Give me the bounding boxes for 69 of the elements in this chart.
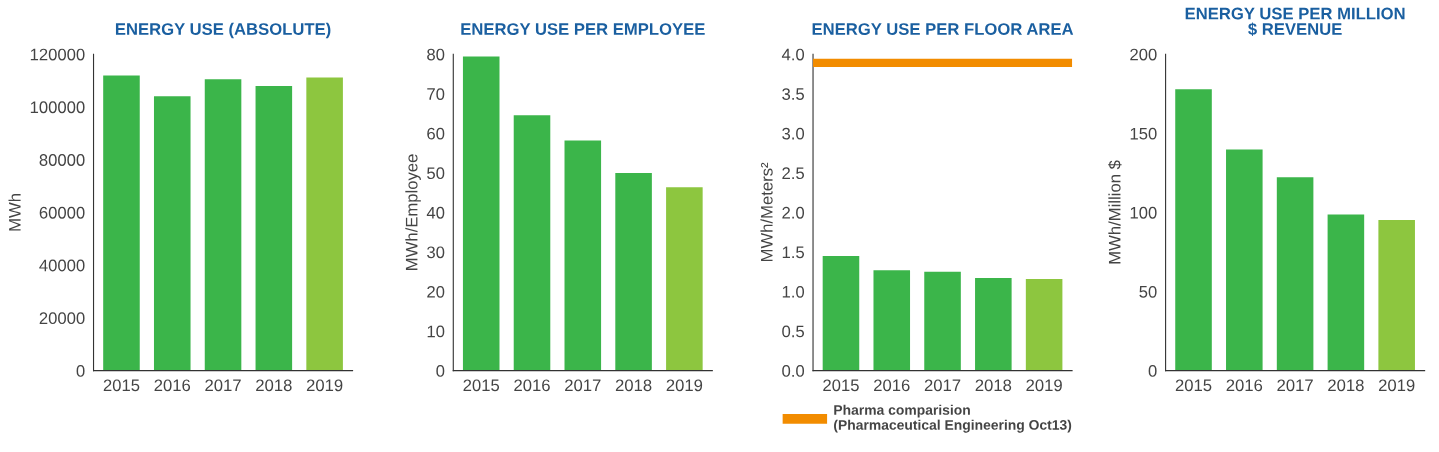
y-tick-label: 0 <box>436 365 445 377</box>
bar <box>513 115 551 371</box>
y-tick-label: 0.0 <box>782 365 805 377</box>
bar <box>1276 177 1314 371</box>
y-tick-label: 80 <box>427 48 445 61</box>
y-tick-label: 0.5 <box>782 325 805 338</box>
x-tick-label: 2017 <box>1277 379 1313 392</box>
bar <box>666 187 703 371</box>
y-tick-label: 40000 <box>39 259 85 272</box>
y-tick-label: 120000 <box>30 48 85 61</box>
y-axis-title: MWh <box>8 194 21 231</box>
y-tick-label: 3.0 <box>782 127 805 140</box>
chart-title: ENERGY USE PER FLOOR AREA <box>812 23 1074 35</box>
legend-label: Pharma comparision (Pharmaceutical Engineering Oct13) <box>834 404 1072 433</box>
chart-title: ENERGY USE (ABSOLUTE) <box>115 22 331 39</box>
bar <box>1175 89 1212 371</box>
bar <box>615 172 652 371</box>
y-tick-label: 100 <box>1130 206 1157 219</box>
bar <box>1226 149 1263 371</box>
y-tick-label: 40 <box>426 206 445 219</box>
x-tick-label: 2018 <box>975 379 1012 392</box>
x-tick-label: 2015 <box>463 379 500 392</box>
x-tick-label: 2016 <box>514 379 550 392</box>
y-tick-label: 2.0 <box>782 206 805 219</box>
y-tick-label: 70 <box>427 88 445 100</box>
x-tick-label: 2015 <box>103 379 140 392</box>
y-tick-label: 100000 <box>30 101 85 114</box>
bar <box>564 140 602 371</box>
y-tick-label: 50 <box>1139 285 1157 298</box>
y-tick-label: 80000 <box>39 154 85 166</box>
x-tick-label: 2015 <box>823 379 859 392</box>
x-tick-label: 2018 <box>615 379 652 392</box>
y-tick-label: 60000 <box>39 206 85 219</box>
y-axis-title: MWh/Meters² <box>760 162 773 262</box>
x-tick-label: 2019 <box>1378 379 1415 392</box>
chart-title: ENERGY USE PER EMPLOYEE <box>461 23 705 35</box>
y-tick-label: 20000 <box>39 312 85 325</box>
x-tick-label: 2019 <box>306 379 343 392</box>
bar <box>1327 214 1365 371</box>
x-tick-label: 2019 <box>1026 379 1062 392</box>
chart-title: ENERGY USE PER MILLION $ REVENUE <box>1185 7 1405 37</box>
y-tick-label: 30 <box>427 246 445 259</box>
y-tick-label: 0 <box>76 365 85 377</box>
y-tick-label: 200 <box>1130 48 1157 61</box>
x-tick-label: 2018 <box>256 379 292 392</box>
bar <box>1378 220 1415 371</box>
bar <box>462 56 500 371</box>
x-tick-label: 2016 <box>154 379 191 392</box>
y-tick-label: 60 <box>427 127 445 140</box>
y-tick-label: 3.5 <box>782 88 805 100</box>
x-tick-label: 2019 <box>666 379 703 392</box>
x-tick-label: 2017 <box>924 379 961 392</box>
y-tick-label: 10 <box>427 325 445 338</box>
y-tick-label: 50 <box>427 167 445 180</box>
y-axis-title: MWh/Million $ <box>1108 160 1122 264</box>
y-tick-label: 1.0 <box>782 285 805 298</box>
x-tick-label: 2015 <box>1175 379 1212 392</box>
x-tick-label: 2017 <box>565 379 601 392</box>
y-tick-label: 1.5 <box>782 246 805 259</box>
y-axis-title: MWh/Employee <box>405 154 421 270</box>
y-tick-label: 4.0 <box>781 48 805 61</box>
y-tick-label: 2.5 <box>782 167 805 180</box>
y-tick-label: 150 <box>1130 127 1157 140</box>
y-tick-label: 0 <box>1148 365 1157 377</box>
x-tick-label: 2017 <box>205 379 241 392</box>
y-tick-label: 20 <box>427 285 445 298</box>
x-tick-label: 2016 <box>1226 379 1263 392</box>
x-tick-label: 2016 <box>874 379 910 392</box>
x-tick-label: 2018 <box>1328 379 1364 392</box>
